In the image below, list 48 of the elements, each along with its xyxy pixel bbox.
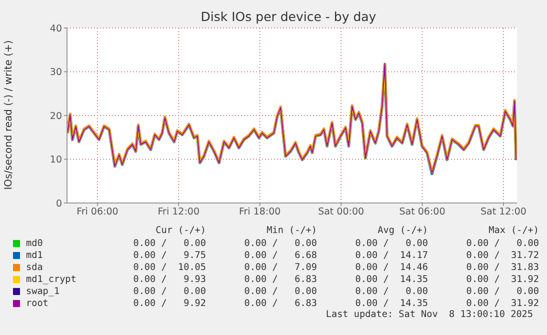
legend-label: root: [26, 298, 48, 308]
legend-label: md1: [26, 250, 43, 260]
text: 0.00 / 0.00: [132, 286, 206, 296]
text: Min (-/+): [266, 225, 317, 237]
text: 0.00 / 0.00: [243, 286, 317, 296]
text: 0.00 / 0.00: [465, 238, 539, 248]
legend-label: sda: [26, 262, 43, 272]
text: Max (-/+): [488, 225, 539, 237]
text: Avg (-/+): [376, 225, 428, 237]
x-tick-label: Sat 12:00: [480, 206, 526, 218]
text: Last update: Sat Nov 8 13:00:10 2025: [324, 309, 533, 321]
text: 0.00 / 31.92: [465, 298, 539, 308]
x-tick-label: Sat 00:00: [318, 206, 364, 218]
text: 0.00 / 14.35: [354, 298, 428, 308]
text: 0.00 / 31.83: [465, 262, 539, 272]
x-tick-label: Fri 12:00: [158, 206, 200, 218]
y-tick-label: 10: [50, 154, 62, 166]
x-tick-label: Fri 18:00: [239, 206, 281, 218]
text: 0.00 / 9.75: [132, 250, 206, 260]
chart-title: Disk IOs per device - by day: [200, 9, 378, 24]
y-tick-label: 30: [50, 67, 62, 78]
text: 0.00 / 14.17: [354, 250, 428, 260]
text: 0.00 / 7.09: [243, 262, 317, 272]
text: 0.00 / 31.72: [465, 250, 539, 260]
text: 0.00 / 0.00: [354, 286, 428, 296]
legend-label: swap_1: [26, 286, 60, 296]
text: 0.00 / 14.46: [354, 262, 428, 272]
text: 0.00 / 14.35: [354, 274, 428, 284]
text: Cur (-/+): [154, 225, 206, 237]
text: 0.00 / 31.92: [465, 274, 539, 284]
legend-label: md0: [26, 238, 43, 248]
x-tick-label: Sat 06:00: [399, 206, 446, 218]
text: 0.00 / 6.83: [243, 274, 317, 284]
y-tick-label: 0: [56, 198, 62, 210]
y-axis-title: IOs/second read (-) / write (+): [4, 40, 14, 190]
text: 0.00 / 0.00: [465, 286, 539, 296]
x-tick-label: Fri 06:00: [76, 206, 118, 218]
text: 0.00 / 0.00: [243, 238, 317, 248]
text: 0.00 / 9.92: [132, 298, 206, 308]
text: 0.00 / 0.00: [132, 238, 206, 248]
text: 0.00 / 9.93: [132, 274, 206, 284]
legend-label: md1_crypt: [26, 274, 76, 284]
text: 0.00 / 6.68: [243, 250, 317, 260]
text: 0.00 / 0.00: [354, 238, 428, 248]
text: 0.00 / 10.05: [132, 262, 206, 272]
y-tick-label: 40: [50, 23, 62, 34]
y-tick-label: 20: [50, 110, 62, 122]
text: 0.00 / 6.83: [243, 298, 317, 308]
